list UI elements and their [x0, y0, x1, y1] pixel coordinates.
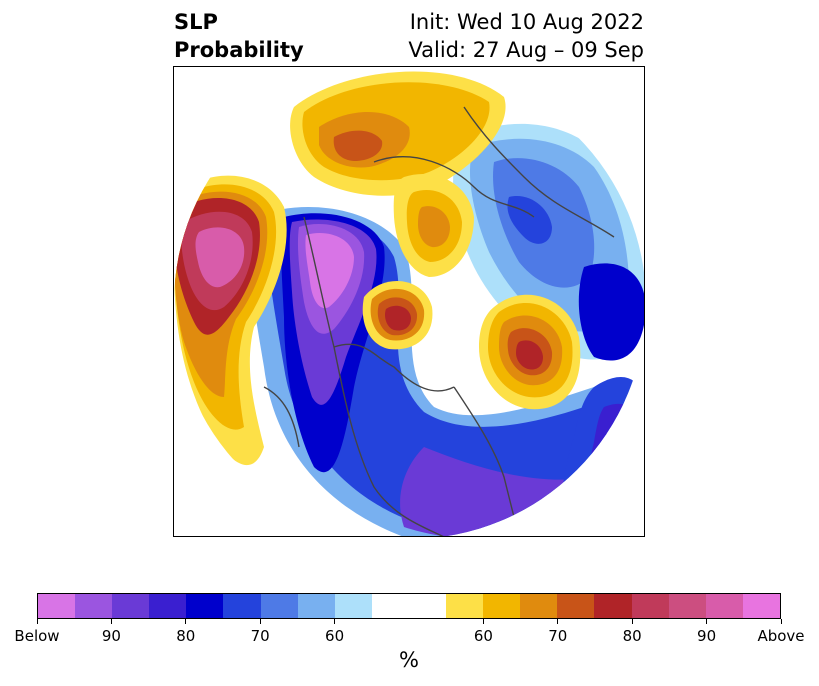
colorbar-tick	[557, 619, 559, 624]
colorbar-tick-label: Below	[14, 627, 60, 645]
colorbar-tick-label: 80	[176, 627, 196, 645]
colorbar-tick-label: 90	[697, 627, 717, 645]
colorbar-swatch	[260, 594, 298, 618]
colorbar-tick	[110, 619, 112, 624]
colorbar-swatch	[75, 594, 113, 618]
above-normal-east-siberia	[393, 173, 474, 277]
colorbar-swatch	[446, 594, 484, 618]
colorbar-swatch	[483, 594, 521, 618]
probability-colorbar	[37, 593, 781, 619]
colorbar-swatch	[631, 594, 669, 618]
above-normal-north-atlantic	[479, 294, 581, 410]
valid-period-label: Valid: 27 Aug – 09 Sep	[408, 38, 644, 62]
colorbar-swatch	[742, 594, 780, 618]
colorbar-tick-label: 60	[473, 627, 493, 645]
colorbar-tick	[631, 619, 633, 624]
colorbar-swatch	[38, 594, 76, 618]
polar-map-panel	[173, 66, 645, 537]
colorbar-swatch	[594, 594, 632, 618]
colorbar-tick-label: Above	[757, 627, 805, 645]
colorbar-tick-label: 90	[101, 627, 121, 645]
title-product: Probability	[174, 38, 304, 62]
colorbar-tick	[334, 619, 336, 624]
above-normal-scandinavia	[290, 71, 506, 196]
colorbar-tick-label: 70	[250, 627, 270, 645]
colorbar-tick	[780, 619, 782, 624]
colorbar-tick	[706, 619, 708, 624]
colorbar-swatch	[371, 594, 409, 618]
colorbar-swatch	[668, 594, 706, 618]
colorbar-tick-label: 80	[622, 627, 642, 645]
above-normal-north-pacific	[174, 175, 287, 466]
below-normal-europe-russia	[453, 123, 644, 361]
above-normal-hudson-bay	[362, 280, 433, 350]
colorbar-swatch	[705, 594, 743, 618]
colorbar-swatch	[520, 594, 558, 618]
colorbar-swatch	[408, 594, 447, 618]
colorbar-tick-label: 70	[548, 627, 568, 645]
colorbar-swatch	[186, 594, 224, 618]
map-title-left: SLP Probability	[174, 8, 304, 64]
title-variable: SLP	[174, 10, 218, 34]
colorbar-swatch	[112, 594, 150, 618]
colorbar-swatch	[557, 594, 595, 618]
probability-map	[174, 67, 644, 536]
colorbar-tick	[185, 619, 187, 624]
colorbar-swatch	[149, 594, 187, 618]
colorbar-tick	[36, 619, 38, 624]
colorbar-tick-label: 60	[325, 627, 345, 645]
colorbar-swatch	[223, 594, 261, 618]
init-date-label: Init: Wed 10 Aug 2022	[409, 10, 644, 34]
colorbar-swatch	[297, 594, 335, 618]
map-title-right: Init: Wed 10 Aug 2022 Valid: 27 Aug – 09…	[408, 8, 644, 64]
colorbar-unit-label: %	[399, 648, 419, 672]
colorbar-tick	[482, 619, 484, 624]
colorbar-swatch	[334, 594, 372, 618]
colorbar-tick	[259, 619, 261, 624]
